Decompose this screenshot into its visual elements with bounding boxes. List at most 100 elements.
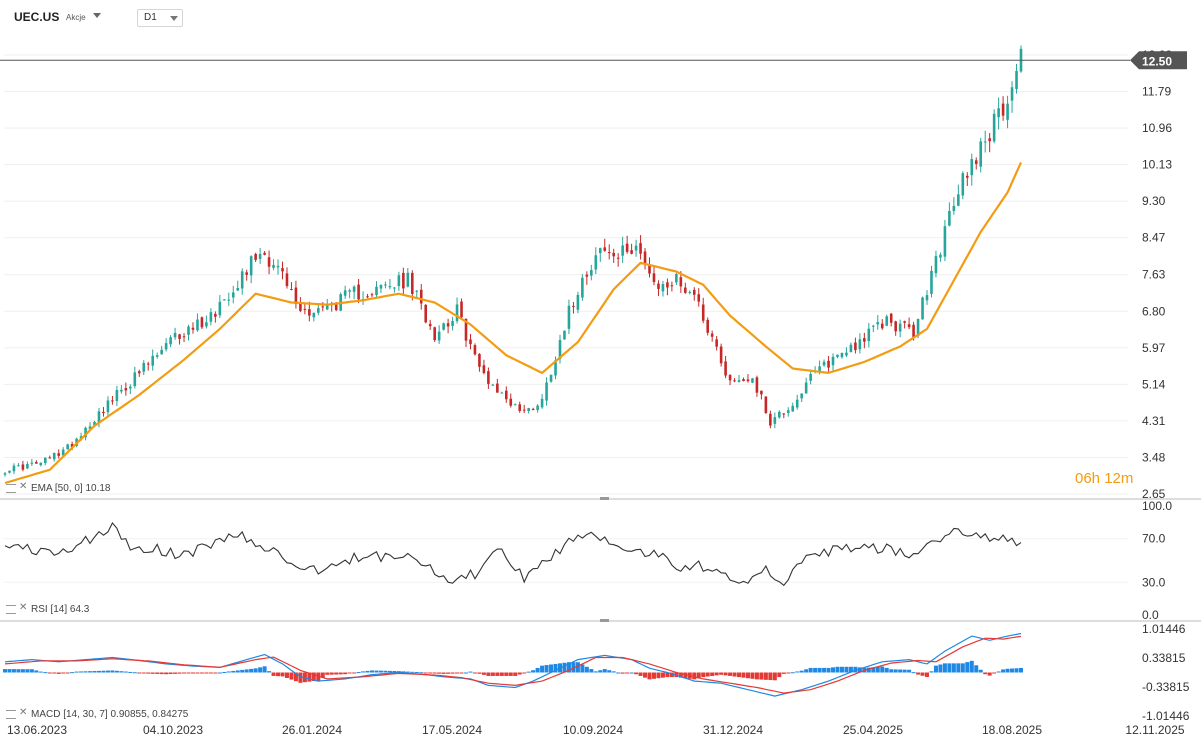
macd-histogram-bar [320, 672, 325, 678]
candle-body [670, 285, 674, 287]
candle-body [491, 384, 495, 386]
candle-body [379, 285, 383, 289]
price-tick-label: 5.14 [1142, 377, 1166, 391]
macd-histogram-bar [464, 672, 469, 674]
date-tick-label: 10.09.2024 [563, 723, 623, 737]
macd-histogram-bar [374, 670, 379, 673]
candle-body [164, 343, 168, 350]
macd-histogram-bar [208, 672, 213, 674]
macd-histogram-bar [204, 672, 209, 674]
candle-body [916, 319, 920, 337]
candle-body [643, 251, 647, 265]
macd-tick-label: -0.33815 [1142, 680, 1190, 694]
candle-body [348, 290, 351, 292]
candle-body [675, 274, 678, 283]
candle-body [249, 256, 253, 276]
candle-body [751, 378, 754, 383]
macd-histogram-bar [150, 672, 155, 674]
macd-histogram-bar [831, 667, 836, 673]
candle-body [406, 272, 410, 287]
candle-body [760, 390, 763, 395]
macd-histogram-bar [495, 672, 500, 676]
candle-body [898, 323, 902, 332]
candle-body [889, 313, 893, 323]
macd-histogram-bar [974, 665, 979, 673]
candle-body [961, 173, 965, 196]
macd-histogram-bar [450, 672, 455, 674]
price-tick-label: 2.65 [1142, 487, 1166, 501]
candle-body [930, 270, 933, 294]
candle-body [590, 270, 593, 276]
candle-body [129, 386, 132, 389]
macd-histogram-bar [875, 666, 880, 673]
rsi-settings-icon[interactable] [6, 605, 16, 614]
candle-body [451, 321, 454, 326]
timeframe-select[interactable]: D1 [137, 9, 183, 27]
ema-settings-icon[interactable] [6, 484, 16, 493]
macd-histogram-bar [25, 669, 30, 673]
candle-body [12, 465, 16, 472]
candle-body [272, 264, 275, 268]
macd-histogram-bar [871, 667, 876, 673]
candle-body [236, 288, 240, 291]
macd-histogram-bar [1014, 668, 1019, 673]
macd-histogram-bar [52, 672, 57, 674]
macd-histogram-bar [231, 670, 236, 673]
macd-histogram-bar [34, 670, 39, 673]
macd-histogram-bar [419, 672, 424, 674]
symbol-dropdown-chevron-icon[interactable] [93, 13, 101, 18]
candle-body [621, 245, 624, 256]
candle-body [666, 282, 669, 288]
candle-body [317, 308, 320, 313]
candle-body [692, 289, 696, 295]
macd-histogram-bar [625, 672, 630, 674]
macd-histogram-bar [795, 671, 800, 673]
candle-body [778, 411, 781, 418]
macd-histogram-bar [437, 672, 442, 674]
candle-body [818, 366, 821, 371]
candle-body [540, 398, 544, 408]
macd-histogram-bar [65, 672, 70, 674]
candle-body [227, 299, 231, 301]
macd-histogram-bar [508, 672, 513, 676]
macd-histogram-bar [907, 669, 912, 673]
ema-remove-icon[interactable]: ✕ [19, 481, 28, 492]
symbol-label[interactable]: UEC.US [14, 10, 60, 24]
candle-body [397, 275, 401, 287]
macd-histogram-bar [249, 668, 254, 673]
candle-body [545, 382, 548, 401]
macd-histogram-bar [978, 669, 983, 673]
candle-body [782, 413, 786, 415]
macd-histogram-bar [123, 671, 128, 673]
candle-body [679, 277, 683, 287]
candle-body [151, 355, 155, 366]
macd-settings-icon[interactable] [6, 710, 16, 719]
candle-body [254, 253, 257, 260]
candle-body [809, 373, 812, 381]
macd-histogram-bar [790, 672, 795, 674]
macd-histogram-bar [741, 672, 746, 678]
macd-remove-icon[interactable]: ✕ [19, 707, 28, 718]
candle-body [549, 374, 553, 382]
macd-histogram-bar [965, 662, 970, 673]
macd-histogram-bar [781, 672, 786, 674]
candle-body [191, 327, 195, 330]
candle-body [648, 264, 651, 274]
macd-histogram-bar [665, 672, 670, 678]
macd-histogram-bar [808, 667, 813, 673]
candle-body [281, 268, 284, 272]
candle-body [196, 319, 199, 331]
macd-histogram-bar [822, 667, 827, 673]
rsi-remove-icon[interactable]: ✕ [19, 602, 28, 613]
candle-body [294, 287, 298, 305]
macd-histogram-bar [683, 672, 688, 679]
macd-histogram-bar [589, 669, 594, 673]
macd-histogram-bar [616, 672, 621, 674]
macd-histogram-bar [629, 672, 634, 674]
date-tick-label: 12.11.2025 [1125, 723, 1184, 737]
macd-histogram-bar [410, 671, 415, 673]
ema-legend: EMA [50, 0] 10.18 [31, 483, 111, 494]
candle-body [634, 245, 638, 251]
macd-histogram-bar [338, 672, 343, 675]
